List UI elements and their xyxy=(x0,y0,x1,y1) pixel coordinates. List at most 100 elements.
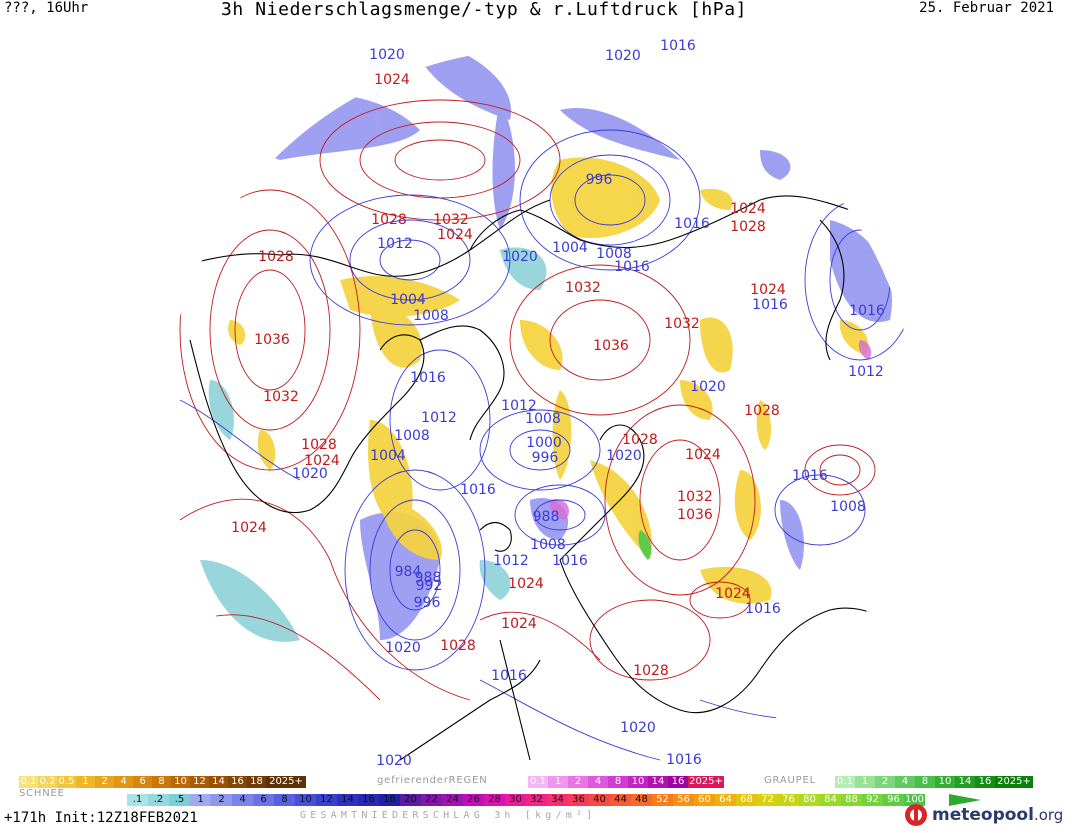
isobars-high xyxy=(179,99,876,701)
snow-areas xyxy=(228,157,869,604)
snow-legend-cell: 18 xyxy=(247,776,266,788)
freezing-rain-legend-cell: 1 xyxy=(548,776,568,788)
pressure-label: 1028 xyxy=(440,638,476,654)
pressure-label: 984 xyxy=(395,564,422,580)
total-precipitation-legend-cell: 100 xyxy=(904,794,925,806)
pressure-label: 1020 xyxy=(376,753,412,769)
pressure-label: 1000 xyxy=(526,435,562,451)
pressure-label: 1008 xyxy=(394,428,430,444)
pressure-label: 1020 xyxy=(620,720,656,736)
total-precipitation-legend-cell: 56 xyxy=(673,794,694,806)
pressure-label: 1028 xyxy=(371,212,407,228)
pressure-label: 1016 xyxy=(745,601,781,617)
freezing-rain-legend: 0.1 1 2 4 8 10 14 16 2025+ xyxy=(528,776,724,788)
total-precipitation-legend-cell: 24 xyxy=(442,794,463,806)
snow-legend-cell: 1 xyxy=(76,776,95,788)
pressure-label: 1012 xyxy=(848,364,884,380)
forecast-date: 25. Februar 2021 xyxy=(919,0,1054,16)
freezing-rain-areas xyxy=(549,340,872,520)
pressure-label: 988 xyxy=(415,570,442,586)
pressure-label: 1024 xyxy=(437,227,473,243)
snow-legend-cell: 8 xyxy=(152,776,171,788)
pressure-label: 1012 xyxy=(493,553,529,569)
logo-tld: .org xyxy=(1033,806,1064,824)
pressure-label: 1036 xyxy=(677,507,713,523)
pressure-label: 1024 xyxy=(501,616,537,632)
pressure-label: 1008 xyxy=(530,537,566,553)
graupel-legend-cell: 10 xyxy=(935,776,955,788)
total-precipitation-label: GESAMTNIEDERSCHLAG 3h [kg/m²] xyxy=(300,810,597,821)
pressure-label: 1020 xyxy=(502,249,538,265)
pressure-label: 1016 xyxy=(460,482,496,498)
pressure-label: 1016 xyxy=(674,216,710,232)
total-precipitation-legend-cell: 96 xyxy=(883,794,904,806)
pressure-label: 1028 xyxy=(622,432,658,448)
pressure-label: 1016 xyxy=(614,259,650,275)
pressure-label: 1032 xyxy=(677,489,713,505)
total-precipitation-legend-cell: .1 xyxy=(127,794,148,806)
freezing-rain-legend-cell: 0.1 xyxy=(528,776,548,788)
snow-legend-cell: 4 xyxy=(114,776,133,788)
graupel-areas xyxy=(638,530,652,560)
pressure-label: 1024 xyxy=(730,201,766,217)
pressure-label: 1004 xyxy=(370,448,406,464)
pressure-label: 1016 xyxy=(752,297,788,313)
pressure-label: 1020 xyxy=(605,48,641,64)
pressure-label: 1028 xyxy=(301,437,337,453)
graupel-legend-cell: 4 xyxy=(895,776,915,788)
pressure-label: 1012 xyxy=(377,236,413,252)
pressure-label: 1004 xyxy=(552,240,588,256)
graupel-legend: 0.1 1 2 4 8 10 14 16 2025+ xyxy=(835,776,1033,788)
graupel-legend-cell: 2025+ xyxy=(995,776,1033,788)
pressure-label: 1016 xyxy=(792,468,828,484)
forecast-valid-time: ???, 16Uhr xyxy=(4,0,89,16)
freezing-rain-legend-label: gefrierenderREGEN xyxy=(377,775,488,786)
total-precipitation-legend-cell: 72 xyxy=(757,794,778,806)
total-precipitation-legend-cell: 60 xyxy=(694,794,715,806)
pressure-label: 1028 xyxy=(730,219,766,235)
snow-legend-cell: 14 xyxy=(209,776,228,788)
pressure-label: 1008 xyxy=(413,308,449,324)
snow-legend-cell: 0.5 xyxy=(57,776,76,788)
pressure-label: 1020 xyxy=(292,466,328,482)
total-precipitation-legend-cell: 44 xyxy=(610,794,631,806)
pressure-label: 1028 xyxy=(744,403,780,419)
pressure-label: 992 xyxy=(416,578,443,594)
snow-legend-cell: 0.2 xyxy=(38,776,57,788)
freezing-rain-legend-cell: 10 xyxy=(628,776,648,788)
total-precipitation-legend-cell: 76 xyxy=(778,794,799,806)
total-precipitation-legend: .1.2.5 1 2 4 6 8 10 12 14 16 18 20 22 24 26 28 30 32 34 36 4… xyxy=(127,794,925,806)
snow-legend-cell: 10 xyxy=(171,776,190,788)
total-precipitation-legend-cell: 12 xyxy=(316,794,337,806)
pressure-label: 1032 xyxy=(664,316,700,332)
total-precipitation-legend-cell: 4 xyxy=(232,794,253,806)
total-precipitation-legend-cell: 92 xyxy=(862,794,883,806)
freezing-rain-legend-cell: 4 xyxy=(588,776,608,788)
pressure-label: 996 xyxy=(414,595,441,611)
pressure-label: 1020 xyxy=(690,379,726,395)
pressure-label: 1028 xyxy=(633,663,669,679)
pressure-label: 1036 xyxy=(593,338,629,354)
graupel-legend-cell: 0.1 xyxy=(835,776,855,788)
pressure-label: 1024 xyxy=(231,520,267,536)
logo-text: meteopool xyxy=(932,805,1034,825)
pressure-label: 996 xyxy=(532,450,559,466)
freezing-rain-legend-cell: 2 xyxy=(568,776,588,788)
meteopool-logo[interactable]: meteopool .org xyxy=(904,800,1063,830)
graupel-legend-cell: 8 xyxy=(915,776,935,788)
pressure-label: 1024 xyxy=(715,586,751,602)
total-precipitation-legend-cell: 28 xyxy=(484,794,505,806)
snow-legend-cell: 12 xyxy=(190,776,209,788)
total-precipitation-legend-cell: 64 xyxy=(715,794,736,806)
pressure-label: 1016 xyxy=(491,668,527,684)
total-precipitation-legend-cell: 2 xyxy=(211,794,232,806)
graupel-legend-cell: 2 xyxy=(875,776,895,788)
total-precipitation-legend-cell: 68 xyxy=(736,794,757,806)
freezing-rain-legend-cell: 2025+ xyxy=(688,776,724,788)
pressure-label: 1008 xyxy=(596,246,632,262)
pressure-label: 1020 xyxy=(385,640,421,656)
pressure-label: 1008 xyxy=(830,499,866,515)
total-precipitation-legend-cell: 34 xyxy=(547,794,568,806)
pressure-label: 988 xyxy=(533,509,560,525)
